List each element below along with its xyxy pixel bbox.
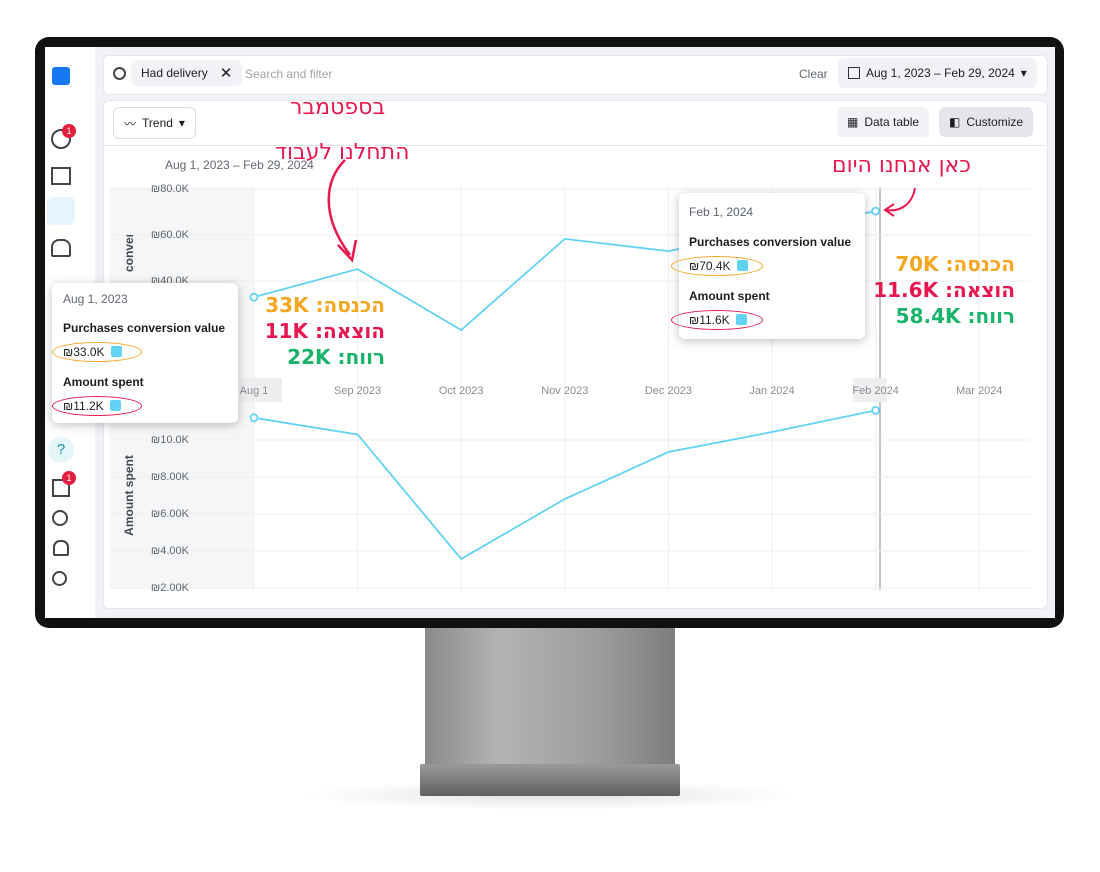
profit-note: רווח: 58.4K xyxy=(895,304,1015,328)
panel-divider xyxy=(103,145,1046,146)
highlight-ellipse xyxy=(52,342,142,362)
trend-icon: 〰 xyxy=(124,116,137,131)
tooltip-date: Aug 1, 2023 xyxy=(63,292,128,306)
filter-chip[interactable]: Had delivery ✕ xyxy=(131,60,243,86)
monitor-base xyxy=(420,764,680,796)
y-tick-label: ₪10.0K xyxy=(151,434,190,446)
y-axis-title: Amount spent xyxy=(122,455,136,536)
chart-panel xyxy=(103,100,1048,609)
y-tick-label: ₪6.00K xyxy=(151,508,190,520)
date-range-label: Aug 1, 2023 – Feb 29, 2024 xyxy=(866,66,1015,80)
point xyxy=(249,413,259,423)
tooltip-value-text: ₪11.2K xyxy=(63,399,104,413)
y-tick-label: ₪60.0K xyxy=(151,229,190,241)
y-tick-label: ₪4.00K xyxy=(151,545,190,557)
annotation-text: התחלנו לעבוד xyxy=(275,140,410,165)
monitor-neck xyxy=(425,626,675,768)
nav-icon[interactable] xyxy=(47,197,75,225)
filter-chip-label: Had delivery xyxy=(141,66,208,80)
tooltip-value: ₪11.2K xyxy=(63,399,121,413)
y-tick-label: ₪2.00K xyxy=(151,582,190,594)
y-tick-label: ₪80.0K xyxy=(151,183,190,195)
x-label-highlight xyxy=(240,378,282,402)
swatch xyxy=(109,400,121,411)
tooltip-series: Purchases conversion value xyxy=(63,321,226,335)
tooltip-series: Amount spent xyxy=(689,289,770,303)
line xyxy=(253,409,876,561)
trend-dropdown[interactable]: 〰 Trend ▾ xyxy=(113,107,196,139)
x-tick-label: Jan 2024 xyxy=(749,385,794,397)
point xyxy=(871,405,880,415)
logo xyxy=(52,67,70,85)
date-range-picker[interactable]: Aug 1, 2023 – Feb 29, 2024 ▾ xyxy=(838,58,1037,88)
help-icon[interactable]: ? xyxy=(48,437,74,463)
customize-icon: ◧ xyxy=(949,115,961,129)
swatch xyxy=(736,260,748,271)
annotation-text: בספטמבר xyxy=(290,95,386,120)
tooltip-date: Feb 1, 2024 xyxy=(689,205,754,219)
income-note: הכנסה: 33K xyxy=(265,293,385,317)
highlight-ellipse xyxy=(52,396,142,416)
calendar-icon xyxy=(848,67,860,79)
annotation-text: כאן אנחנו היום xyxy=(832,153,971,178)
y-axis-title: Purchases conversion value xyxy=(122,174,136,336)
swatch xyxy=(735,314,747,325)
data-table-label: Data table xyxy=(864,115,920,129)
x-tick-label: Mar 2024 xyxy=(956,385,1002,397)
search-input[interactable]: Search and filter xyxy=(245,67,333,81)
settings-icon[interactable] xyxy=(52,510,68,526)
swatch xyxy=(110,346,122,357)
x-tick-label: Nov 2023 xyxy=(541,385,588,397)
nav-icon[interactable] xyxy=(52,479,70,497)
search-icon[interactable] xyxy=(52,571,67,586)
nav-icon[interactable] xyxy=(51,239,71,257)
highlight-ellipse xyxy=(671,310,763,330)
point xyxy=(249,292,259,302)
nav-icon[interactable] xyxy=(51,167,71,185)
nav-icon[interactable] xyxy=(51,129,71,149)
x-tick-label: Feb 2024 xyxy=(852,385,898,397)
clear-button[interactable]: Clear xyxy=(799,67,828,81)
tooltip-series: Purchases conversion value xyxy=(689,235,852,249)
income-note: הכנסה: 70K xyxy=(895,252,1015,276)
tooltip: Feb 1, 2024 Purchases conversion value ₪… xyxy=(671,193,865,339)
x-tick-label: Sep 2023 xyxy=(334,385,381,397)
highlight-ellipse xyxy=(671,256,763,276)
search-icon xyxy=(113,67,126,80)
tooltip-value-text: ₪70.4K xyxy=(689,259,731,273)
trend-label: Trend xyxy=(142,116,173,130)
tooltip-value-text: ₪11.6K xyxy=(689,313,730,327)
caret: ▾ xyxy=(178,116,185,130)
y-tick-label: ₪8.00K xyxy=(151,471,190,483)
x-label-highlight xyxy=(853,378,887,402)
data-table-button[interactable]: ▦ Data table xyxy=(837,107,930,137)
profit-note: רווח: 22K xyxy=(287,345,385,369)
badge: 1 xyxy=(62,471,76,485)
x-tick-label: Dec 2023 xyxy=(645,385,692,397)
expense-note: הוצאה: 11.6K xyxy=(873,278,1015,302)
chart-date-range: Aug 1, 2023 – Feb 29, 2024 xyxy=(165,158,314,172)
tooltip-value-text: ₪33.0K xyxy=(63,345,105,359)
remove-icon[interactable]: ✕ xyxy=(219,65,233,82)
tooltip-value: ₪33.0K xyxy=(63,345,122,359)
badge: 1 xyxy=(62,124,76,138)
tooltip: Aug 1, 2023 Purchases conversion value ₪… xyxy=(52,283,238,423)
point xyxy=(871,206,880,216)
tooltip-series: Amount spent xyxy=(63,375,144,389)
tooltip-value: ₪70.4K xyxy=(689,259,748,273)
x-tick-label: Aug 1 xyxy=(240,385,269,397)
table-icon: ▦ xyxy=(847,115,859,129)
x-tick-label: Oct 2023 xyxy=(439,385,484,397)
customize-button[interactable]: ◧ Customize xyxy=(939,107,1034,137)
customize-label: Customize xyxy=(966,115,1024,129)
tooltip-value: ₪11.6K xyxy=(689,313,747,327)
bell-icon[interactable] xyxy=(53,540,69,556)
expense-note: הוצאה: 11K xyxy=(264,319,385,343)
caret: ▾ xyxy=(1020,66,1027,80)
